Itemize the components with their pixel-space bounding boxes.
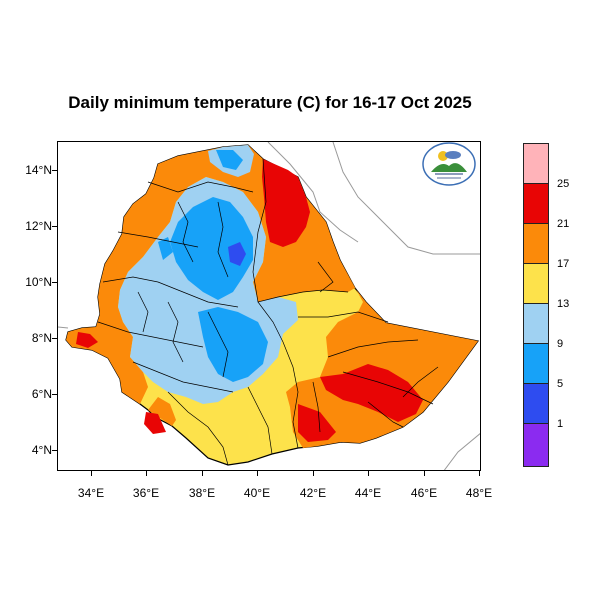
- lat-label: 4°N: [31, 443, 52, 457]
- lon-label: 44°E: [354, 486, 382, 500]
- colorbar-label: 13: [557, 298, 570, 310]
- lon-tick: [257, 471, 258, 476]
- lat-tick: [52, 170, 57, 171]
- lon-label: 38°E: [188, 486, 216, 500]
- lon-tick: [424, 471, 425, 476]
- lat-tick: [52, 226, 57, 227]
- lat-label: 8°N: [31, 331, 52, 345]
- colorbar-swatch: [523, 143, 549, 184]
- lon-tick: [313, 471, 314, 476]
- lat-tick: [52, 338, 57, 339]
- colorbar-label: 25: [557, 178, 570, 190]
- lat-tick: [52, 282, 57, 283]
- colorbar-label: 21: [557, 218, 570, 230]
- lon-label: 34°E: [77, 486, 105, 500]
- lat-tick: [52, 450, 57, 451]
- neighbor-borders: [58, 142, 480, 470]
- hot-zones: [76, 159, 423, 442]
- admin-borders: [97, 158, 439, 466]
- lon-label: 36°E: [132, 486, 160, 500]
- cold-zones: [158, 150, 268, 382]
- coldest-zone: [228, 242, 246, 266]
- colorbar-swatch: [523, 263, 549, 304]
- lon-tick: [146, 471, 147, 476]
- lat-label: 10°N: [25, 275, 52, 289]
- colorbar-label: 5: [557, 378, 564, 390]
- colorbar-swatch: [523, 423, 549, 467]
- lat-label: 6°N: [31, 387, 52, 401]
- colorbar-swatch: [523, 183, 549, 224]
- colorbar-swatch: [523, 223, 549, 264]
- lon-tick: [368, 471, 369, 476]
- lon-tick: [202, 471, 203, 476]
- lon-tick: [91, 471, 92, 476]
- lon-label: 46°E: [410, 486, 438, 500]
- colorbar-swatch: [523, 303, 549, 344]
- lon-label: 48°E: [465, 486, 493, 500]
- colorbar-swatch: [523, 343, 549, 384]
- ethiopian-meteorology-institute-emblem-icon: [422, 142, 476, 186]
- lat-tick: [52, 394, 57, 395]
- colorbar-label: 1: [557, 418, 564, 430]
- colorbar-label: 9: [557, 338, 564, 350]
- lat-label: 14°N: [25, 163, 52, 177]
- temperature-map: [58, 142, 480, 470]
- lon-label: 42°E: [299, 486, 327, 500]
- map-panel: [57, 141, 481, 471]
- colorbar-swatch: [523, 383, 549, 424]
- lon-tick: [479, 471, 480, 476]
- lat-label: 12°N: [25, 219, 52, 233]
- lon-label: 40°E: [243, 486, 271, 500]
- map-title: Daily minimum temperature (C) for 16-17 …: [68, 93, 472, 112]
- colorbar-label: 17: [557, 258, 570, 270]
